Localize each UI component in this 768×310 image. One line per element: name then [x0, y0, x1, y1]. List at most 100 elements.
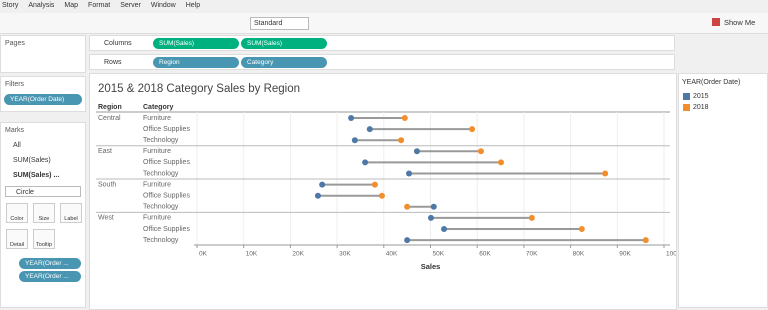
- region-label: Central: [98, 115, 121, 122]
- marks-pill[interactable]: YEAR(Order ...: [19, 271, 81, 282]
- chart-title: 2015 & 2018 Category Sales by Region: [98, 83, 300, 95]
- category-label: Technology: [143, 137, 179, 144]
- show-me-button[interactable]: Show Me: [724, 18, 756, 27]
- menu-item[interactable]: Map: [64, 2, 79, 9]
- chart: 2015 & 2018 Category Sales by Region Reg…: [89, 73, 677, 310]
- x-tick-label: 70K: [526, 251, 538, 258]
- x-tick-label: 10K: [246, 251, 258, 258]
- pages-card: Pages: [0, 35, 86, 73]
- view-size-dropdown[interactable]: Standard: [250, 17, 309, 30]
- marks-item[interactable]: SUM(Sales): [13, 157, 51, 164]
- color-button[interactable]: Color: [6, 203, 28, 223]
- row-header: Category: [143, 104, 173, 111]
- legend-swatch: [683, 93, 690, 100]
- marks-item[interactable]: SUM(Sales) ...: [13, 172, 60, 179]
- tooltip-button[interactable]: Tooltip: [33, 229, 55, 249]
- menu-bar: Story Analysis Map Format Server Window Help: [2, 2, 200, 9]
- category-label: Furniture: [143, 215, 171, 222]
- pages-title: Pages: [5, 40, 25, 47]
- detail-button[interactable]: Detail: [6, 229, 28, 249]
- dot: [413, 148, 420, 155]
- category-label: Technology: [143, 204, 179, 211]
- rows-shelf: Rows Region Category: [89, 54, 675, 70]
- x-tick-label: 20K: [292, 251, 304, 258]
- legend-label[interactable]: 2018: [693, 104, 709, 111]
- dot: [378, 192, 385, 199]
- dot: [348, 115, 355, 121]
- category-label: Technology: [143, 170, 179, 177]
- dot: [602, 170, 609, 177]
- row-pill[interactable]: Category: [241, 57, 327, 68]
- marks-pill[interactable]: YEAR(Order ...: [19, 258, 81, 269]
- dot: [406, 170, 413, 177]
- column-pill[interactable]: SUM(Sales): [241, 38, 327, 49]
- dot: [642, 237, 649, 244]
- menu-item[interactable]: Window: [150, 2, 176, 9]
- menu-item[interactable]: Server: [120, 2, 141, 9]
- toolbar: Standard Show Me: [0, 13, 768, 34]
- legend-label[interactable]: 2015: [693, 93, 709, 100]
- x-tick-label: 100K: [666, 251, 677, 258]
- shelf-label: Columns: [104, 40, 132, 47]
- dot: [404, 237, 411, 244]
- mark-type-dropdown[interactable]: Circle: [5, 186, 81, 197]
- shelf-label: Rows: [104, 59, 122, 66]
- dot: [398, 137, 405, 144]
- row-header: Region: [98, 104, 122, 111]
- menu-item[interactable]: Analysis: [28, 2, 55, 9]
- region-label: East: [98, 148, 112, 155]
- x-tick-label: 80K: [573, 251, 585, 258]
- dot: [314, 192, 321, 199]
- x-tick-label: 30K: [339, 251, 351, 258]
- dot: [351, 137, 358, 144]
- category-label: Technology: [143, 237, 179, 244]
- x-tick-label: 60K: [479, 251, 491, 258]
- dot: [319, 181, 326, 188]
- x-tick-label: 50K: [433, 251, 445, 258]
- size-button[interactable]: Size: [33, 203, 55, 223]
- legend: YEAR(Order Date) 2015 2018: [678, 73, 768, 308]
- menu-item[interactable]: Format: [88, 2, 111, 9]
- dot: [430, 203, 437, 210]
- columns-shelf: Columns SUM(Sales) SUM(Sales): [89, 35, 675, 51]
- label-button[interactable]: Label: [60, 203, 82, 223]
- dot: [528, 214, 535, 221]
- filters-title: Filters: [5, 81, 25, 88]
- x-tick-label: 0K: [199, 251, 208, 258]
- dot: [477, 148, 484, 155]
- filters-card: Filters YEAR(Order Date): [0, 76, 86, 112]
- category-label: Furniture: [143, 181, 171, 188]
- show-me-icon: [712, 18, 720, 26]
- x-axis-label: Sales: [421, 262, 441, 271]
- dot: [362, 159, 369, 166]
- category-label: Furniture: [143, 148, 171, 155]
- dot: [371, 181, 378, 188]
- menu-item[interactable]: Story: [2, 2, 19, 9]
- dot: [366, 126, 373, 133]
- dot: [401, 115, 408, 121]
- dot: [469, 126, 476, 133]
- row-pill[interactable]: Region: [153, 57, 239, 68]
- marks-card: Marks All SUM(Sales) SUM(Sales) ... Circ…: [0, 122, 86, 308]
- category-label: Office Supplies: [143, 126, 190, 133]
- region-label: West: [98, 215, 114, 222]
- legend-swatch: [683, 104, 690, 111]
- x-tick-label: 40K: [386, 251, 398, 258]
- category-label: Office Supplies: [143, 226, 190, 233]
- x-tick-label: 90K: [619, 251, 631, 258]
- dot: [578, 226, 585, 232]
- marks-item[interactable]: All: [13, 142, 21, 149]
- category-label: Office Supplies: [143, 159, 190, 166]
- dot: [498, 159, 505, 166]
- category-label: Furniture: [143, 115, 171, 122]
- column-pill[interactable]: SUM(Sales): [153, 38, 239, 49]
- legend-title: YEAR(Order Date): [682, 79, 741, 86]
- filter-pill[interactable]: YEAR(Order Date): [4, 94, 82, 105]
- menu-item[interactable]: Help: [185, 2, 201, 9]
- category-label: Office Supplies: [143, 193, 190, 200]
- dot: [404, 203, 411, 210]
- region-label: South: [98, 181, 116, 188]
- marks-title: Marks: [5, 127, 25, 134]
- dot: [441, 226, 448, 232]
